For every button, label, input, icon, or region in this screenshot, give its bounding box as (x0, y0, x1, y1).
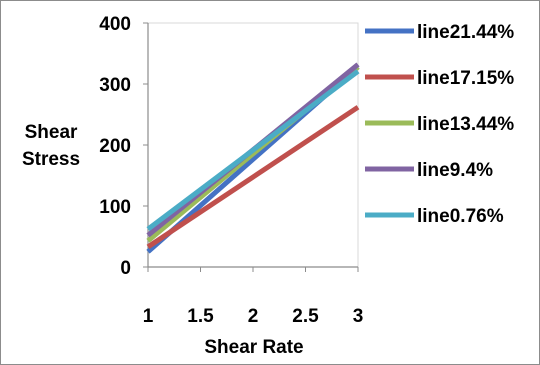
y-tick-label: 300 (99, 75, 131, 96)
y-axis-title-line-2: Stress (22, 149, 80, 170)
legend-item: line21.44% (365, 22, 514, 43)
legend-label: line17.15% (417, 68, 514, 89)
x-axis-ticks: 1 1.5 2 2.5 3 (143, 267, 364, 327)
x-tick-label: 2.5 (292, 306, 319, 327)
series-line-line0-76- (146, 69, 360, 232)
y-tick-label: 0 (120, 258, 131, 279)
series-lines (146, 62, 360, 254)
y-axis-title-line-1: Shear (25, 122, 78, 143)
y-tick-label: 100 (99, 197, 131, 218)
legend-item: line0.76% (365, 206, 504, 227)
legend-item: line13.44% (365, 114, 514, 135)
legend-label: line21.44% (417, 22, 514, 43)
y-tick-label: 200 (99, 136, 131, 157)
y-axis-ticks: 0 100 200 300 400 (99, 14, 148, 279)
x-tick-label: 1 (143, 306, 154, 327)
legend-item: line9.4% (365, 160, 493, 181)
legend-item: line17.15% (365, 68, 514, 89)
legend-label: line9.4% (417, 160, 493, 181)
plot-border (147, 22, 359, 268)
y-tick-label: 400 (99, 14, 131, 35)
x-tick-label: 2 (248, 306, 259, 327)
series-line-line17-15- (146, 105, 360, 249)
x-tick-label: 1.5 (187, 306, 214, 327)
plot-area (147, 22, 359, 268)
legend-label: line13.44% (417, 114, 514, 135)
legend-label: line0.76% (417, 206, 504, 227)
legend: line21.44% line17.15% line13.44% line9.4% li… (365, 22, 514, 227)
x-axis-title: Shear Rate (204, 337, 303, 358)
x-tick-label: 3 (353, 306, 364, 327)
